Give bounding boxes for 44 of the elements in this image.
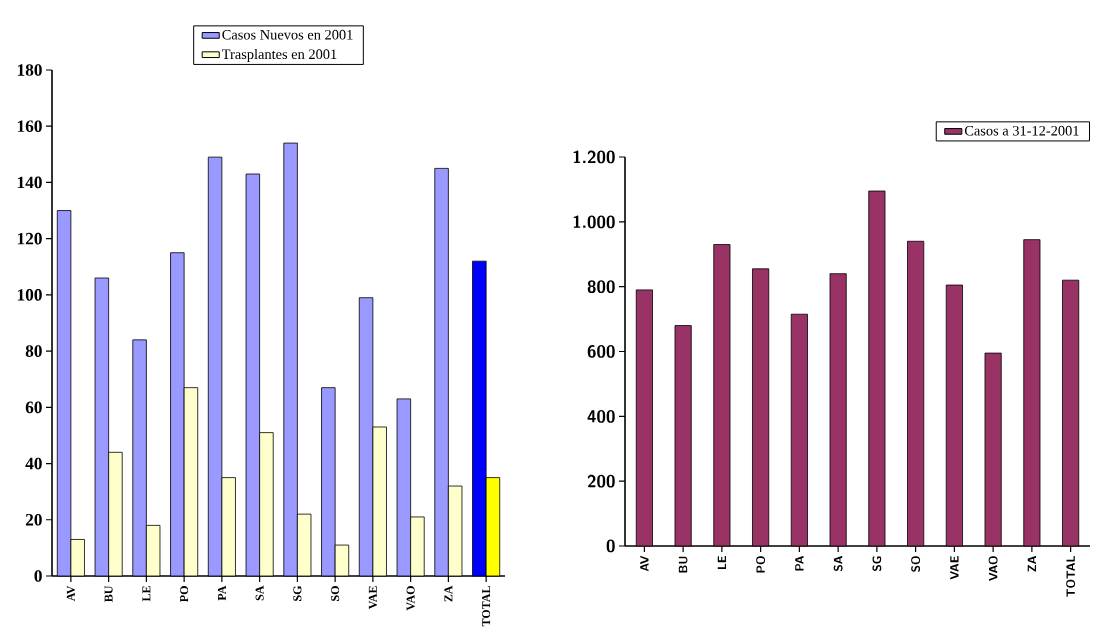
legend-label: Casos Nuevos en 2001: [222, 29, 353, 40]
x-tick-label: BU: [104, 585, 113, 602]
y-tick-label: 100: [17, 289, 42, 301]
x-tick-label: TOTAL: [482, 586, 491, 627]
y-tick-label: 160: [17, 120, 42, 133]
y-tick-label: 0: [34, 570, 42, 582]
x-tick-label: PO: [756, 556, 766, 573]
y-tick-label: 20: [25, 513, 42, 526]
x-tick-label: SA: [833, 556, 843, 572]
legend-label: Casos a 31-12-2001: [964, 125, 1079, 136]
x-tick-label: SG: [293, 585, 302, 601]
y-tick-label: 200: [587, 474, 615, 488]
y-tick-label: 120: [17, 232, 42, 245]
x-tick-label: PA: [217, 585, 226, 601]
y-tick-label: 600: [587, 345, 615, 358]
x-tick-label: SO: [331, 586, 340, 601]
x-tick-label: SO: [911, 556, 921, 572]
x-tick-label: ZA: [444, 585, 453, 602]
x-tick-label: SG: [872, 556, 882, 572]
y-tick-label: 60: [25, 401, 42, 414]
y-tick-label: 40: [25, 457, 42, 470]
x-tick-label: TOTAL: [1066, 556, 1076, 597]
x-tick-label: SA: [255, 585, 264, 601]
x-tick-label: PA: [795, 556, 804, 571]
y-tick-label: 180: [17, 64, 42, 76]
y-tick-label: 80: [25, 345, 42, 357]
y-tick-label: 0: [606, 539, 615, 553]
x-tick-label: VAE: [368, 586, 377, 610]
x-tick-label: VAO: [406, 586, 415, 611]
x-tick-label: LE: [717, 556, 727, 570]
y-tick-label: 140: [17, 176, 42, 189]
y-tick-label: 1.000: [573, 215, 615, 229]
y-tick-label: 400: [587, 409, 615, 423]
x-tick-label: AV: [66, 585, 75, 602]
x-tick-label: VAO: [988, 556, 998, 581]
x-tick-label: BU: [678, 556, 688, 573]
x-tick-label: LE: [142, 586, 151, 602]
x-tick-label: ZA: [1027, 556, 1037, 572]
x-tick-label: AV: [640, 555, 649, 572]
x-tick-label: VAE: [950, 556, 959, 580]
x-tick-label: PO: [180, 586, 189, 602]
y-tick-label: 800: [587, 280, 615, 294]
legend-label: Trasplantes en 2001: [222, 48, 337, 62]
y-tick-label: 1.200: [573, 150, 615, 164]
